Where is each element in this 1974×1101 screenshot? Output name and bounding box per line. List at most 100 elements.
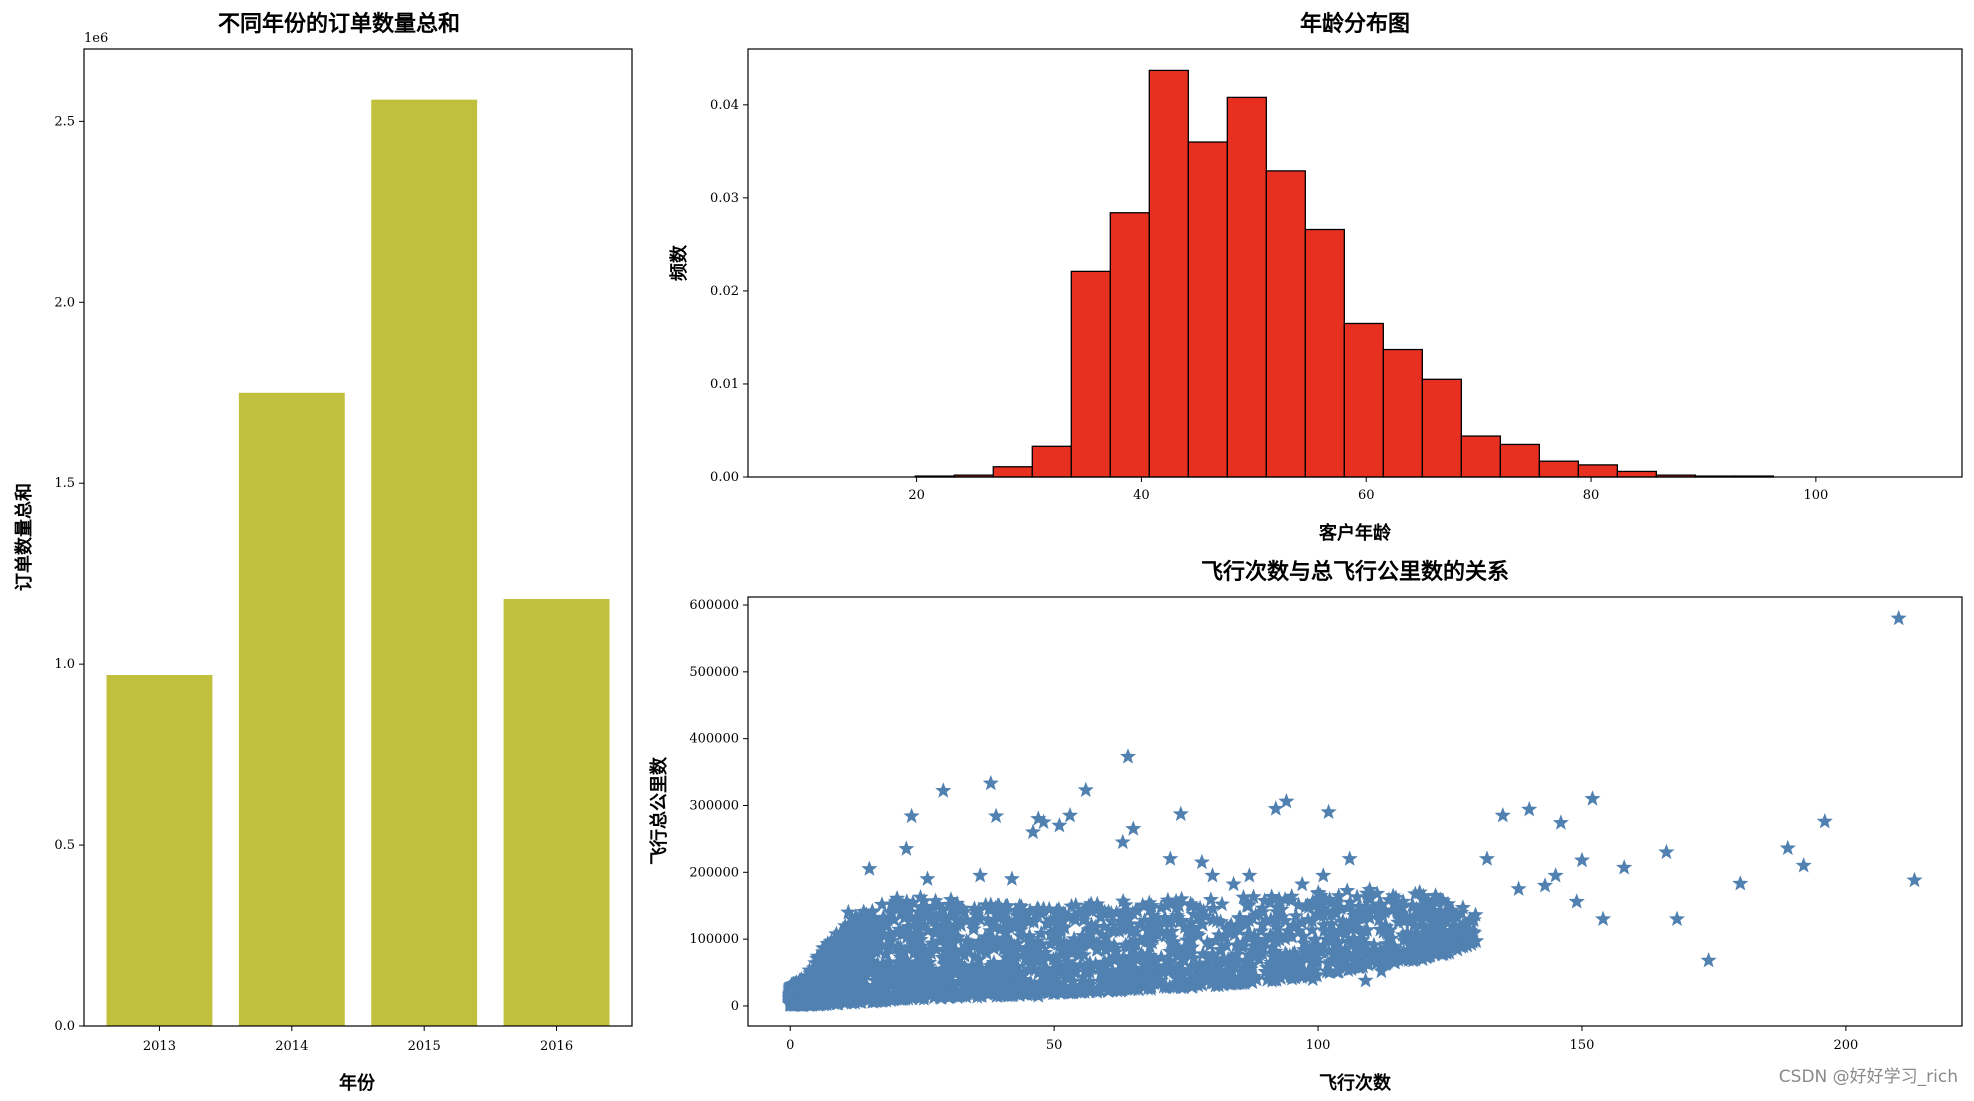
scatter-point (1240, 896, 1257, 912)
scatter-point (1141, 894, 1158, 910)
scatter-point (1098, 928, 1115, 945)
scatter-point (808, 950, 826, 966)
scatter-point (1315, 867, 1332, 883)
scatter-point (869, 918, 886, 935)
scatter-point (1105, 937, 1123, 953)
scatter-point (900, 899, 917, 915)
histogram-bin (1499, 443, 1540, 478)
scatter-point (1122, 937, 1139, 953)
scatter-point (796, 992, 813, 1008)
scatter-point (1334, 913, 1351, 930)
scatter-point (1012, 927, 1029, 943)
scatter-point (1001, 941, 1018, 958)
scatter-point (1437, 907, 1454, 923)
scatter-point (1029, 900, 1046, 916)
scatter-point (1173, 912, 1190, 928)
scatter-point (923, 945, 940, 961)
scatter-point (1584, 790, 1601, 806)
histogram-ytick-label: 0.04 (710, 98, 739, 113)
scatter-point (972, 867, 989, 883)
scatter-point (991, 960, 1008, 976)
scatter-point (941, 947, 958, 964)
scatter-point (1168, 892, 1185, 909)
scatter-point (1001, 912, 1018, 928)
histogram-ytick-label: 0.02 (710, 284, 739, 299)
scatter-point (1159, 925, 1176, 942)
scatter-point (1080, 922, 1097, 938)
scatter-point (1067, 896, 1084, 913)
scatter-point (1194, 963, 1211, 979)
scatter-point (898, 904, 915, 921)
scatter-point (921, 906, 938, 922)
scatter-point (943, 926, 960, 943)
scatter-point (787, 975, 804, 991)
scatter-point (1348, 914, 1365, 930)
scatter-point (1056, 983, 1073, 999)
scatter-point (1175, 945, 1192, 962)
scatter-point (897, 960, 914, 977)
scatter-point (1358, 945, 1375, 961)
scatter-point (1410, 908, 1427, 925)
bar-chart-xlabel: 年份 (339, 1072, 376, 1094)
scatter-point (1032, 949, 1049, 965)
scatter-point (1446, 935, 1463, 952)
scatter-point (964, 959, 981, 975)
scatter-point (1026, 978, 1043, 994)
scatter-point (1153, 899, 1170, 915)
scatter-point (827, 973, 844, 989)
scatter-point (801, 961, 818, 978)
scatter-point (1239, 926, 1256, 942)
scatter-point (797, 974, 814, 990)
scatter-point (1222, 962, 1239, 978)
scatter-point (1079, 930, 1096, 947)
scatter-point (1267, 959, 1284, 975)
scatter-point (1030, 987, 1047, 1003)
scatter-point (1168, 899, 1185, 915)
scatter-point (1295, 934, 1312, 951)
scatter-point (1247, 941, 1265, 958)
scatter-point (1070, 904, 1087, 920)
scatter-point (916, 965, 933, 982)
scatter-point (1478, 850, 1495, 866)
scatter-point (983, 962, 1000, 978)
scatter-point (1279, 927, 1296, 943)
scatter-point (1359, 921, 1376, 937)
scatter-point (977, 928, 994, 945)
scatter-point (935, 923, 952, 939)
scatter-point (1295, 941, 1312, 957)
scatter-point (1173, 890, 1190, 906)
scatter-point (1073, 977, 1090, 993)
scatter-point (1182, 945, 1199, 962)
scatter-point (1396, 912, 1413, 929)
histogram-bin (1109, 212, 1150, 478)
scatter-point (1127, 935, 1144, 951)
scatter-point (1436, 929, 1453, 945)
scatter-point (1136, 956, 1153, 973)
scatter-point (935, 902, 952, 918)
scatter-point (1110, 961, 1127, 978)
scatter-point (961, 965, 978, 981)
histogram-frame (747, 48, 1963, 478)
scatter-point (1287, 961, 1304, 977)
scatter-point (1008, 907, 1025, 923)
scatter-point (1378, 935, 1395, 951)
scatter-point (902, 908, 919, 925)
scatter-point (958, 932, 975, 948)
scatter-point (1906, 871, 1923, 888)
scatter-point (1254, 903, 1271, 919)
scatter-point (1162, 934, 1179, 950)
scatter-point (980, 911, 997, 928)
scatter-point (1045, 912, 1062, 929)
scatter-point (798, 982, 815, 998)
scatter-point (1002, 980, 1020, 996)
scatter-point (1281, 957, 1298, 973)
scatter-point (1022, 902, 1039, 918)
scatter-point (1380, 891, 1398, 907)
scatter-point (1376, 949, 1393, 965)
scatter-point (836, 944, 853, 960)
scatter-point (945, 978, 962, 994)
scatter-point (988, 971, 1005, 987)
scatter-point (1273, 901, 1290, 917)
scatter-point (1048, 950, 1065, 966)
scatter-point (1299, 896, 1316, 913)
